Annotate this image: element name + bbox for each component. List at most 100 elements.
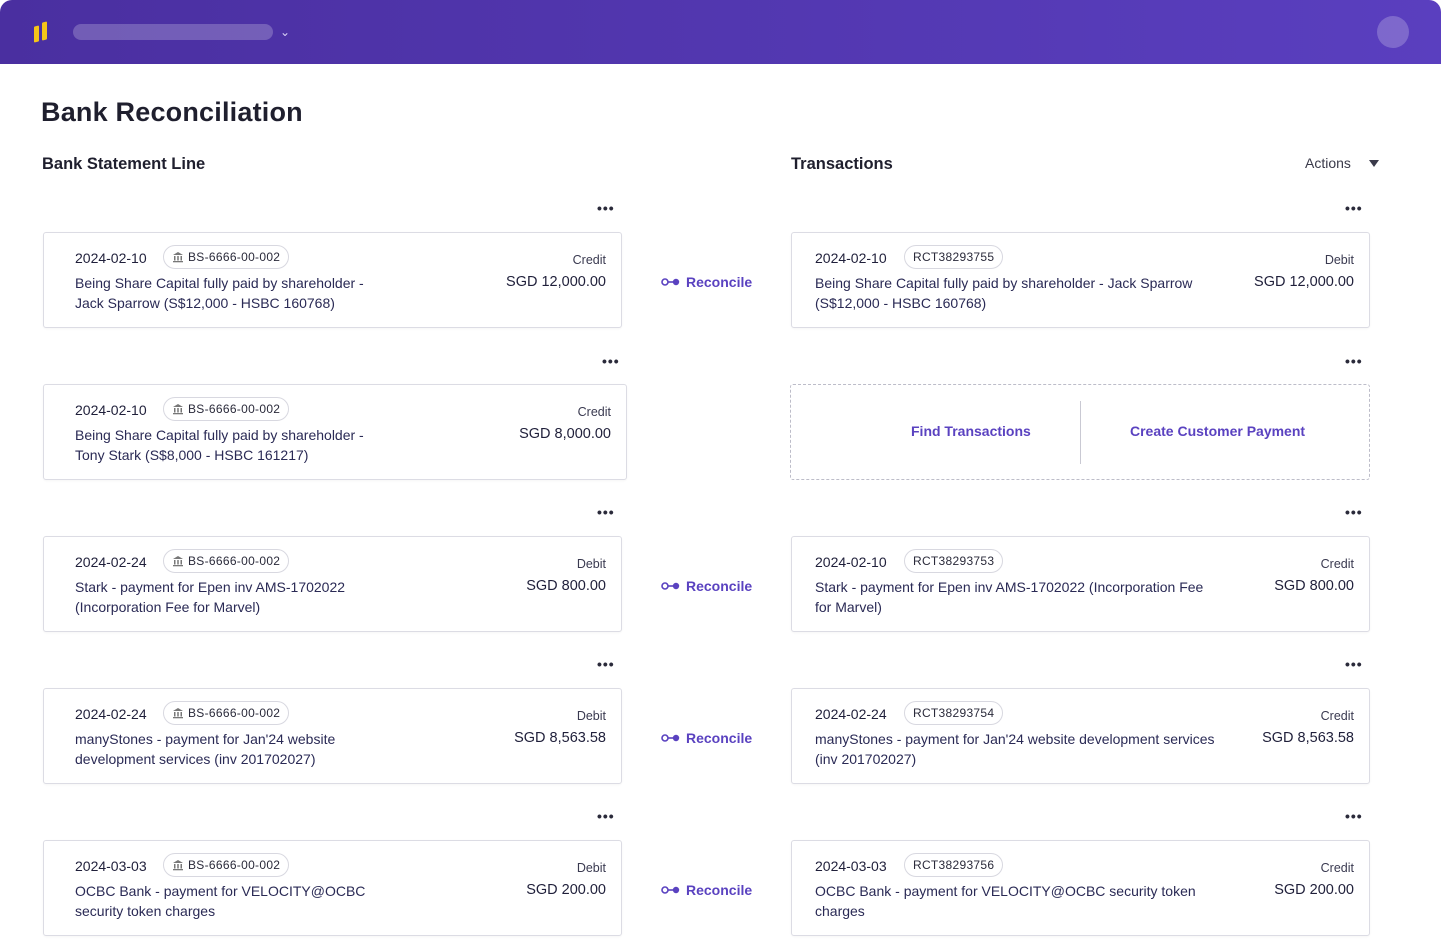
bank-icon bbox=[173, 860, 183, 871]
statement-more-menu[interactable]: ••• bbox=[597, 504, 615, 520]
transaction-more-menu[interactable]: ••• bbox=[1345, 504, 1363, 520]
page-title: Bank Reconciliation bbox=[41, 97, 303, 127]
statement-ref: BS-6666-00-002 bbox=[188, 706, 281, 720]
link-icon bbox=[661, 278, 680, 286]
user-avatar[interactable] bbox=[1377, 16, 1409, 48]
statement-more-menu[interactable]: ••• bbox=[597, 808, 615, 824]
statement-date: 2024-02-24 bbox=[75, 554, 147, 570]
statement-type: Debit bbox=[576, 709, 606, 723]
statement-more-menu[interactable]: ••• bbox=[597, 200, 615, 216]
chevron-down-icon[interactable]: ⌄ bbox=[280, 25, 291, 39]
statement-description: manyStones - payment for Jan'24 website … bbox=[75, 731, 336, 767]
top-navigation-bar: ⌄ bbox=[0, 0, 1441, 64]
create-customer-payment-button[interactable]: Create Customer Payment bbox=[1130, 423, 1306, 439]
transaction-amount: SGD 12,000.00 bbox=[1254, 274, 1354, 290]
reconcile-button[interactable]: Reconcile bbox=[661, 578, 752, 594]
transaction-ref: RCT38293754 bbox=[904, 701, 1004, 725]
transaction-description: Stark - payment for Epen inv AMS-1702022… bbox=[815, 579, 1204, 615]
statement-date: 2024-02-24 bbox=[75, 706, 147, 722]
statement-type: Debit bbox=[576, 861, 606, 875]
transaction-more-menu[interactable]: ••• bbox=[1345, 200, 1363, 216]
transaction-type: Debit bbox=[1324, 253, 1354, 267]
transaction-date: 2024-02-24 bbox=[815, 706, 887, 722]
organization-selector[interactable] bbox=[73, 24, 273, 40]
statement-ref: BS-6666-00-002 bbox=[188, 250, 281, 264]
statement-type: Debit bbox=[576, 557, 606, 571]
statement-amount: SGD 800.00 bbox=[526, 578, 606, 594]
unmatched-transaction-placeholder: Find Transactions Create Customer Paymen… bbox=[790, 384, 1370, 480]
transaction-description: OCBC Bank - payment for VELOCITY@OCBC se… bbox=[815, 883, 1196, 919]
statement-more-menu[interactable]: ••• bbox=[597, 656, 615, 672]
brand-logo-icon[interactable] bbox=[34, 20, 50, 44]
reconcile-label: Reconcile bbox=[686, 274, 753, 290]
statement-description: OCBC Bank - payment for VELOCITY@OCBC se… bbox=[75, 883, 366, 919]
transaction-type: Credit bbox=[1320, 557, 1354, 571]
reconcile-button[interactable]: Reconcile bbox=[661, 882, 752, 898]
divider bbox=[1080, 401, 1081, 464]
transaction-date: 2024-03-03 bbox=[815, 858, 887, 874]
transaction-more-menu[interactable]: ••• bbox=[1345, 353, 1363, 369]
transaction-ref: RCT38293756 bbox=[904, 853, 1004, 877]
bank-icon bbox=[173, 556, 183, 567]
reconcile-button[interactable]: Reconcile bbox=[661, 274, 752, 290]
bank-statement-heading: Bank Statement Line bbox=[42, 155, 206, 173]
bank-icon bbox=[173, 708, 183, 719]
statement-ref: BS-6666-00-002 bbox=[188, 858, 281, 872]
statement-date: 2024-02-10 bbox=[75, 250, 147, 266]
statement-ref: BS-6666-00-002 bbox=[188, 554, 281, 568]
transaction-amount: SGD 200.00 bbox=[1274, 882, 1354, 898]
statement-ref-badge: BS-6666-00-002 bbox=[163, 701, 290, 725]
statement-amount: SGD 12,000.00 bbox=[506, 274, 606, 290]
bank-icon bbox=[173, 404, 183, 415]
find-transactions-button[interactable]: Find Transactions bbox=[911, 423, 1031, 439]
transaction-card[interactable]: 2024-02-10 RCT38293753 Stark - payment f… bbox=[791, 536, 1370, 632]
statement-date: 2024-02-10 bbox=[75, 402, 147, 418]
transaction-description: manyStones - payment for Jan'24 website … bbox=[815, 731, 1215, 767]
statement-type: Credit bbox=[577, 405, 611, 419]
transaction-more-menu[interactable]: ••• bbox=[1345, 656, 1363, 672]
statement-card[interactable]: 2024-02-10 BS-6666-00-002 Being Share Ca… bbox=[43, 232, 622, 328]
transaction-more-menu[interactable]: ••• bbox=[1345, 808, 1363, 824]
statement-card[interactable]: 2024-02-10 BS-6666-00-002 Being Share Ca… bbox=[43, 384, 627, 480]
transaction-ref: RCT38293753 bbox=[904, 549, 1004, 573]
transaction-card[interactable]: 2024-03-03 RCT38293756 OCBC Bank - payme… bbox=[791, 840, 1370, 936]
statement-type: Credit bbox=[572, 253, 606, 267]
reconcile-label: Reconcile bbox=[686, 882, 753, 898]
reconcile-label: Reconcile bbox=[686, 730, 753, 746]
caret-down-icon[interactable] bbox=[1369, 160, 1379, 167]
transaction-ref: RCT38293755 bbox=[904, 245, 1004, 269]
transaction-date: 2024-02-10 bbox=[815, 554, 887, 570]
statement-more-menu[interactable]: ••• bbox=[602, 353, 620, 369]
transaction-card[interactable]: 2024-02-10 RCT38293755 Being Share Capit… bbox=[791, 232, 1370, 328]
statement-amount: SGD 200.00 bbox=[526, 882, 606, 898]
statement-ref-badge: BS-6666-00-002 bbox=[163, 853, 290, 877]
transaction-amount: SGD 8,563.58 bbox=[1262, 730, 1354, 746]
link-icon bbox=[661, 582, 680, 590]
statement-amount: SGD 8,000.00 bbox=[519, 426, 611, 442]
actions-dropdown[interactable]: Actions bbox=[1305, 155, 1351, 171]
reconcile-button[interactable]: Reconcile bbox=[661, 730, 752, 746]
statement-card[interactable]: 2024-02-24 BS-6666-00-002 Stark - paymen… bbox=[43, 536, 622, 632]
statement-date: 2024-03-03 bbox=[75, 858, 147, 874]
transactions-heading: Transactions bbox=[791, 155, 893, 173]
statement-card[interactable]: 2024-02-24 BS-6666-00-002 manyStones - p… bbox=[43, 688, 622, 784]
link-icon bbox=[661, 734, 680, 742]
transaction-card[interactable]: 2024-02-24 RCT38293754 manyStones - paym… bbox=[791, 688, 1370, 784]
statement-ref-badge: BS-6666-00-002 bbox=[163, 397, 290, 421]
statement-card[interactable]: 2024-03-03 BS-6666-00-002 OCBC Bank - pa… bbox=[43, 840, 622, 936]
link-icon bbox=[661, 886, 680, 894]
transaction-type: Credit bbox=[1320, 709, 1354, 723]
transaction-amount: SGD 800.00 bbox=[1274, 578, 1354, 594]
statement-amount: SGD 8,563.58 bbox=[514, 730, 606, 746]
statement-description: Being Share Capital fully paid by shareh… bbox=[75, 275, 364, 311]
statement-ref: BS-6666-00-002 bbox=[188, 402, 281, 416]
statement-description: Being Share Capital fully paid by shareh… bbox=[75, 427, 364, 463]
bank-icon bbox=[173, 252, 183, 263]
transaction-type: Credit bbox=[1320, 861, 1354, 875]
statement-ref-badge: BS-6666-00-002 bbox=[163, 245, 290, 269]
transaction-description: Being Share Capital fully paid by shareh… bbox=[815, 275, 1193, 311]
reconcile-label: Reconcile bbox=[686, 578, 753, 594]
statement-description: Stark - payment for Epen inv AMS-1702022… bbox=[75, 579, 346, 615]
transaction-date: 2024-02-10 bbox=[815, 250, 887, 266]
statement-ref-badge: BS-6666-00-002 bbox=[163, 549, 290, 573]
